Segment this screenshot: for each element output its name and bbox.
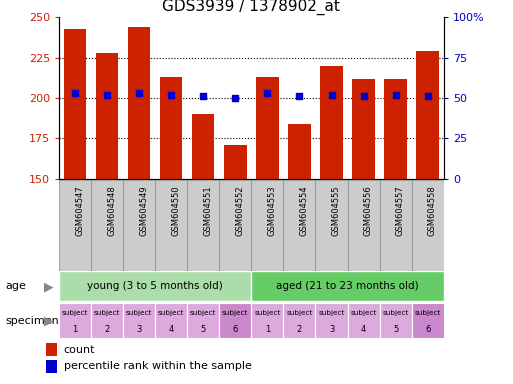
Text: subject: subject (62, 310, 88, 316)
Text: GSM604550: GSM604550 (171, 185, 180, 236)
Point (103, 92, 111, 98)
Text: subject: subject (319, 310, 345, 316)
Text: GSM604554: GSM604554 (300, 185, 308, 236)
Text: GSM604557: GSM604557 (396, 185, 405, 236)
Text: subject: subject (158, 310, 184, 316)
Bar (155, 180, 187, 271)
Bar (46, 343, 57, 356)
Text: 5: 5 (393, 325, 398, 334)
Text: subject: subject (350, 310, 377, 316)
Bar (123, 303, 155, 338)
Text: subject: subject (254, 310, 281, 316)
Text: ▶: ▶ (44, 280, 53, 293)
Text: specimen: specimen (5, 316, 59, 326)
Text: aged (21 to 23 months old): aged (21 to 23 months old) (276, 281, 419, 291)
Text: young (3 to 5 months old): young (3 to 5 months old) (87, 281, 223, 291)
Text: subject: subject (415, 310, 441, 316)
Bar (256, 77, 279, 179)
Bar (315, 180, 348, 271)
Bar (348, 180, 380, 271)
Text: subject: subject (286, 310, 312, 316)
Text: subject: subject (383, 310, 409, 316)
Text: GSM604548: GSM604548 (107, 185, 116, 236)
Text: GSM604558: GSM604558 (428, 185, 437, 236)
Point (360, 93, 368, 99)
Text: 4: 4 (361, 325, 366, 334)
Bar (251, 180, 283, 271)
Text: count: count (64, 345, 95, 355)
Point (424, 93, 432, 99)
Bar (411, 180, 444, 271)
Point (295, 93, 304, 99)
Bar (320, 66, 343, 179)
Text: ▶: ▶ (44, 314, 53, 327)
Point (231, 95, 240, 101)
Bar (91, 180, 123, 271)
Text: 5: 5 (201, 325, 206, 334)
Bar (187, 303, 220, 338)
Bar (417, 51, 439, 179)
Text: 6: 6 (425, 325, 430, 334)
Bar (192, 114, 214, 179)
Point (391, 92, 400, 98)
Bar (96, 53, 119, 179)
Text: subject: subject (94, 310, 120, 316)
Text: 4: 4 (169, 325, 174, 334)
Point (167, 92, 175, 98)
Bar (220, 180, 251, 271)
Bar (283, 303, 315, 338)
Bar (224, 145, 247, 179)
Bar (348, 303, 380, 338)
Bar (352, 79, 375, 179)
Point (199, 93, 207, 99)
Point (263, 90, 271, 96)
Text: GSM604547: GSM604547 (75, 185, 84, 236)
Bar (251, 271, 444, 301)
Bar (59, 180, 91, 271)
Text: subject: subject (126, 310, 152, 316)
Text: GSM604556: GSM604556 (364, 185, 372, 236)
Text: 3: 3 (329, 325, 334, 334)
Title: GDS3939 / 1378902_at: GDS3939 / 1378902_at (163, 0, 340, 15)
Text: 6: 6 (233, 325, 238, 334)
Bar (160, 77, 183, 179)
Text: 1: 1 (265, 325, 270, 334)
Bar (315, 303, 348, 338)
Bar (380, 303, 411, 338)
Text: age: age (5, 281, 26, 291)
Text: subject: subject (190, 310, 216, 316)
Bar (187, 180, 220, 271)
Bar (220, 303, 251, 338)
Point (135, 90, 143, 96)
Text: subject: subject (222, 310, 248, 316)
Bar (128, 27, 150, 179)
Bar (123, 180, 155, 271)
Bar (64, 28, 86, 179)
Text: GSM604551: GSM604551 (203, 185, 212, 236)
Bar (59, 271, 251, 301)
Point (71, 90, 79, 96)
Bar (59, 303, 91, 338)
Text: GSM604555: GSM604555 (331, 185, 341, 236)
Bar (384, 79, 407, 179)
Bar (288, 124, 311, 179)
Bar (380, 180, 411, 271)
Text: GSM604553: GSM604553 (267, 185, 277, 236)
Bar (283, 180, 315, 271)
Text: GSM604549: GSM604549 (139, 185, 148, 236)
Text: 2: 2 (297, 325, 302, 334)
Text: percentile rank within the sample: percentile rank within the sample (64, 361, 251, 371)
Point (327, 92, 336, 98)
Bar (91, 303, 123, 338)
Bar (411, 303, 444, 338)
Bar (251, 303, 283, 338)
Text: 2: 2 (105, 325, 110, 334)
Bar (155, 303, 187, 338)
Bar (46, 359, 57, 372)
Text: 3: 3 (136, 325, 142, 334)
Text: 1: 1 (72, 325, 77, 334)
Text: GSM604552: GSM604552 (235, 185, 244, 236)
